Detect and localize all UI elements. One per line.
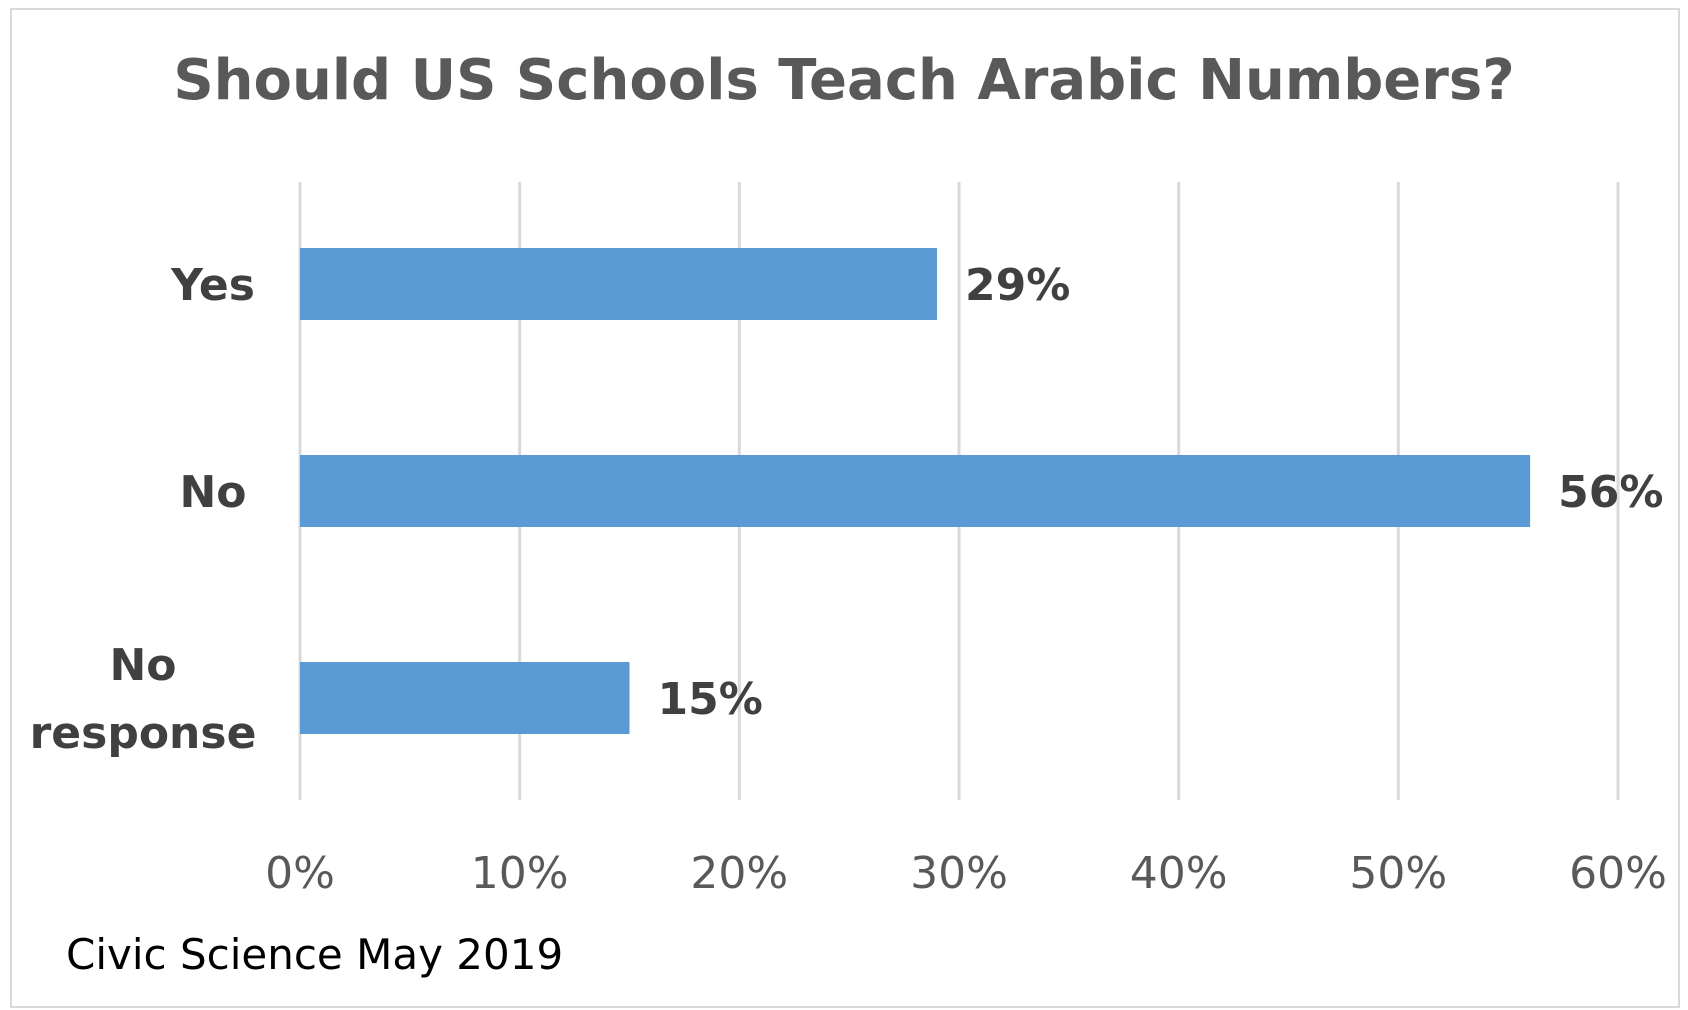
category-label: No	[179, 467, 246, 518]
x-tick-label: 0%	[265, 848, 335, 899]
source-note: Civic Science May 2019	[66, 930, 564, 979]
data-label: 29%	[965, 260, 1070, 311]
data-label: 56%	[1558, 467, 1663, 518]
x-tick-label: 30%	[910, 848, 1008, 899]
data-labels: 29% 56% 15%	[658, 260, 1664, 725]
x-tick-label: 20%	[690, 848, 788, 899]
x-tick-label: 10%	[471, 848, 569, 899]
data-label: 15%	[658, 674, 763, 725]
bar-no-response	[300, 662, 630, 734]
x-tick-label: 40%	[1130, 848, 1228, 899]
chart-title: Should US Schools Teach Arabic Numbers?	[173, 48, 1515, 113]
x-tick-label: 60%	[1569, 848, 1667, 899]
bars	[300, 248, 1531, 734]
category-label: Yes	[170, 260, 255, 311]
category-label: No response	[30, 640, 257, 759]
x-tick-labels: 0% 10% 20% 30% 40% 50% 60%	[265, 848, 1667, 899]
x-tick-label: 50%	[1349, 848, 1447, 899]
bar-no	[300, 455, 1531, 527]
category-labels: Yes No No response	[30, 260, 257, 759]
bar-yes	[300, 248, 938, 320]
